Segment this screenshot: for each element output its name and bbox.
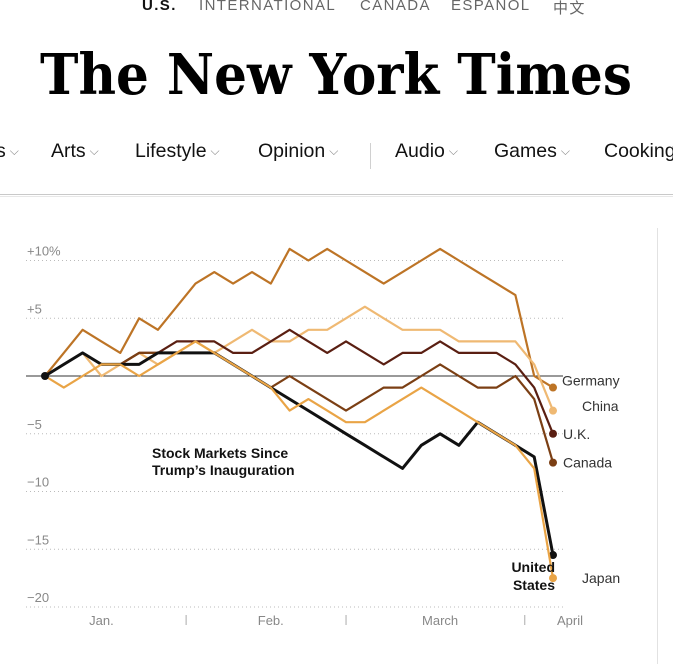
chevron-down-icon: ⌵: [9, 144, 19, 158]
series-end-dot-united_states: [549, 551, 557, 560]
nav-divider: [370, 143, 371, 169]
masthead-logo[interactable]: The New York Times: [0, 24, 673, 120]
header-rule: [0, 194, 673, 195]
series-line-canada: [43, 351, 555, 464]
series-end-dot-germany: [549, 383, 557, 392]
edition-chinese-link[interactable]: 中文: [553, 0, 586, 17]
edition-canada-link[interactable]: CANADA: [360, 0, 431, 14]
header-rule-secondary: [0, 196, 673, 197]
y-tick-label: +10%: [27, 244, 61, 259]
series-line-germany: [43, 247, 555, 389]
edition-us-link[interactable]: U.S.: [142, 0, 177, 14]
chevron-down-icon: ⌵: [210, 144, 220, 158]
series-end-dot-china: [549, 406, 557, 415]
y-tick-label: +5: [27, 301, 42, 316]
series-label-united-states: United: [511, 559, 555, 575]
series-end-dot-canada: [549, 458, 557, 467]
series-label-united-states: States: [513, 577, 555, 593]
x-tick-label: April: [557, 613, 583, 628]
series-label-uk: U.K.: [563, 426, 590, 442]
x-tick-label: March: [422, 613, 458, 628]
series-end-dot-uk: [549, 429, 557, 438]
series-line-japan: [43, 340, 555, 580]
y-tick-label: −15: [27, 532, 49, 547]
nav-item-arts[interactable]: Arts ⌵: [51, 140, 99, 162]
series-line-china: [43, 305, 555, 412]
masthead-title: The New York Times: [40, 42, 632, 108]
nyt-logo: The New York Times: [40, 42, 632, 108]
chevron-down-icon: ⌵: [560, 144, 570, 158]
edition-international-link[interactable]: INTERNATIONAL: [199, 0, 337, 14]
chevron-down-icon: ⌵: [89, 144, 99, 158]
y-tick-label: −5: [27, 417, 42, 432]
series-label-canada: Canada: [563, 455, 612, 471]
y-tick-label: −10: [27, 475, 49, 490]
nav-item-cooking[interactable]: Cooking: [604, 140, 673, 162]
section-nav: s ⌵ Arts ⌵ Lifestyle ⌵ Opinion ⌵ Audio ⌵ Game…: [0, 140, 673, 176]
series-end-dot-japan: [549, 574, 557, 583]
label-layer: +10% +5 −5 −10 −15 −20 Jan. Feb. March April Germa…: [27, 244, 620, 629]
series-label-japan: Japan: [582, 570, 620, 586]
nav-item-partial[interactable]: s ⌵: [0, 140, 19, 162]
chart-title: Trump’s Inauguration: [152, 462, 295, 478]
edition-espanol-link[interactable]: ESPAÑOL: [451, 0, 531, 14]
series-line-united_states: [43, 351, 555, 557]
chart-title: Stock Markets Since: [152, 445, 288, 461]
x-tick-label: Feb.: [258, 613, 284, 628]
column-divider: [657, 228, 658, 664]
series-layer: [41, 247, 557, 583]
y-tick-label: −20: [27, 590, 49, 605]
chevron-down-icon: ⌵: [329, 144, 339, 158]
series-label-germany: Germany: [562, 373, 620, 389]
grid-layer: [26, 260, 563, 625]
nav-item-opinion[interactable]: Opinion ⌵: [258, 140, 339, 162]
series-start-dot: [41, 372, 49, 380]
x-tick-label: Jan.: [89, 613, 114, 628]
series-label-china: China: [582, 398, 619, 414]
nav-item-lifestyle[interactable]: Lifestyle ⌵: [135, 140, 220, 162]
nav-item-games[interactable]: Games ⌵: [494, 140, 570, 162]
nav-item-audio[interactable]: Audio ⌵: [395, 140, 458, 162]
edition-bar: U.S. INTERNATIONAL CANADA ESPAÑOL 中文: [0, 0, 673, 17]
chevron-down-icon: ⌵: [448, 144, 458, 158]
